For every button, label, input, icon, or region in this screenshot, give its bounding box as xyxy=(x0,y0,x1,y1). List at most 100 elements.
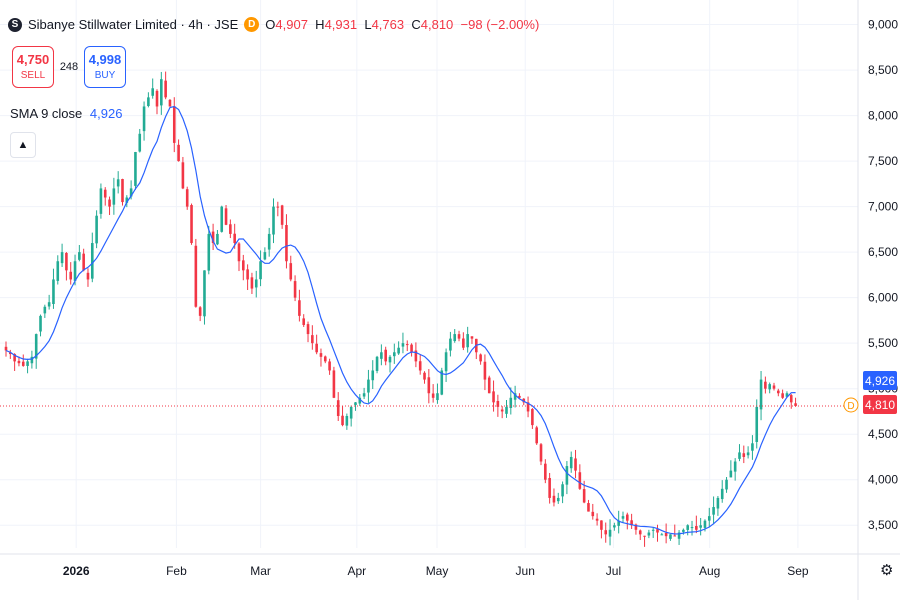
change-value: −98 (−2.00%) xyxy=(460,17,540,32)
candle-body xyxy=(544,463,547,480)
candle-body xyxy=(699,525,702,528)
candle-body xyxy=(677,532,681,539)
candle-body xyxy=(789,395,793,403)
candle-body xyxy=(552,495,556,503)
time-axis: 2026 Feb Mar Apr May Jun Jul Aug Sep xyxy=(0,553,900,578)
x-tick-label: May xyxy=(426,564,449,578)
candle-body xyxy=(168,99,172,107)
candle-body xyxy=(380,352,383,359)
candle-body xyxy=(755,406,759,442)
candle-body xyxy=(772,385,776,389)
sma-line xyxy=(5,105,796,535)
y-tick-label: 7,000 xyxy=(868,200,898,214)
candle-body xyxy=(738,452,741,459)
candle-body xyxy=(729,470,733,478)
candle-body xyxy=(388,356,392,363)
candle-body xyxy=(720,488,724,500)
y-tick-label: 8,500 xyxy=(868,63,898,77)
candle-body xyxy=(531,409,534,426)
candle-body xyxy=(30,356,34,364)
candle-body xyxy=(587,503,590,512)
candle-body xyxy=(298,300,301,316)
candle-body xyxy=(582,489,586,503)
candle-body xyxy=(367,379,370,393)
candle-body xyxy=(78,252,81,260)
sma-price-label-bg xyxy=(863,371,897,390)
candle-body xyxy=(185,189,189,207)
candle-body xyxy=(116,179,120,187)
symbol-title[interactable]: Sibanye Stillwater Limited · 4h · JSE xyxy=(28,17,239,32)
y-tick-label: 5,500 xyxy=(868,336,898,350)
candle-body xyxy=(198,307,202,316)
candle-body xyxy=(742,453,746,457)
candle-body xyxy=(69,271,73,280)
candle-body xyxy=(21,361,25,366)
candle-body xyxy=(656,529,659,533)
y-tick-label: 8,000 xyxy=(868,109,898,123)
candle-body xyxy=(285,225,288,262)
candle-body xyxy=(561,484,564,497)
buy-button[interactable]: 4,998 BUY xyxy=(84,46,126,88)
candle-body xyxy=(777,390,780,394)
candle-body xyxy=(781,393,784,398)
candle-body xyxy=(302,318,306,325)
dividend-marker-label: D xyxy=(847,401,854,412)
candle-body xyxy=(276,206,280,208)
candle-body xyxy=(293,281,297,298)
candle-body xyxy=(134,152,137,186)
x-tick-label: Aug xyxy=(699,564,720,578)
candle-body xyxy=(147,97,150,107)
x-tick-label: Jul xyxy=(606,564,621,578)
company-logo-icon[interactable]: S xyxy=(8,17,22,32)
candle-body xyxy=(13,354,16,362)
candle-body xyxy=(336,400,340,416)
y-tick-label: 4,500 xyxy=(868,427,898,441)
candle-body xyxy=(569,456,573,469)
candle-body xyxy=(682,529,685,532)
candle-body xyxy=(43,306,47,314)
candle-body xyxy=(375,356,379,371)
candle-body xyxy=(160,79,163,106)
dividend-badge[interactable]: D xyxy=(244,17,260,32)
candle-body xyxy=(65,252,68,271)
trade-buttons: 4,750 SELL 248 4,998 BUY xyxy=(12,46,126,88)
candle-body xyxy=(794,403,797,406)
dividend-marker xyxy=(843,397,859,413)
candle-body xyxy=(651,529,655,531)
candle-body xyxy=(479,354,482,362)
candle-body xyxy=(716,497,720,509)
candle-body xyxy=(397,347,400,354)
candle-body xyxy=(319,353,323,357)
collapse-legend-button[interactable]: ▲ xyxy=(10,132,36,158)
sell-button[interactable]: 4,750 SELL xyxy=(12,46,54,88)
candle-body xyxy=(289,263,293,280)
candle-body xyxy=(26,361,29,366)
candle-body xyxy=(423,372,426,380)
sma-price-label: 4,926 xyxy=(865,374,895,388)
candle-body xyxy=(121,179,124,203)
candle-body xyxy=(73,261,77,281)
candle-body xyxy=(626,514,629,521)
candle-body xyxy=(95,215,98,244)
ohlc-values: O4,907 H4,931 L4,763 C4,810 −98 (−2.00%) xyxy=(265,17,540,32)
candle-body xyxy=(86,272,90,280)
candle-body xyxy=(181,162,185,189)
candle-body xyxy=(99,188,103,214)
x-tick-label: Sep xyxy=(787,564,809,578)
candle-body xyxy=(453,334,457,342)
gear-icon[interactable]: ⚙ xyxy=(880,562,894,579)
candle-body xyxy=(513,393,517,400)
candle-body xyxy=(703,520,707,528)
candle-body xyxy=(436,393,439,401)
sma-legend[interactable]: SMA 9 close 4,926 xyxy=(10,106,122,121)
x-tick-label: 2026 xyxy=(63,564,90,578)
candle-body xyxy=(164,80,167,98)
candle-body xyxy=(500,409,504,412)
candle-body xyxy=(414,350,418,362)
candle-body xyxy=(643,535,646,537)
sma-value: 4,926 xyxy=(89,106,123,121)
candle-body xyxy=(578,472,582,489)
candle-body xyxy=(746,452,750,456)
candle-body xyxy=(565,466,569,485)
